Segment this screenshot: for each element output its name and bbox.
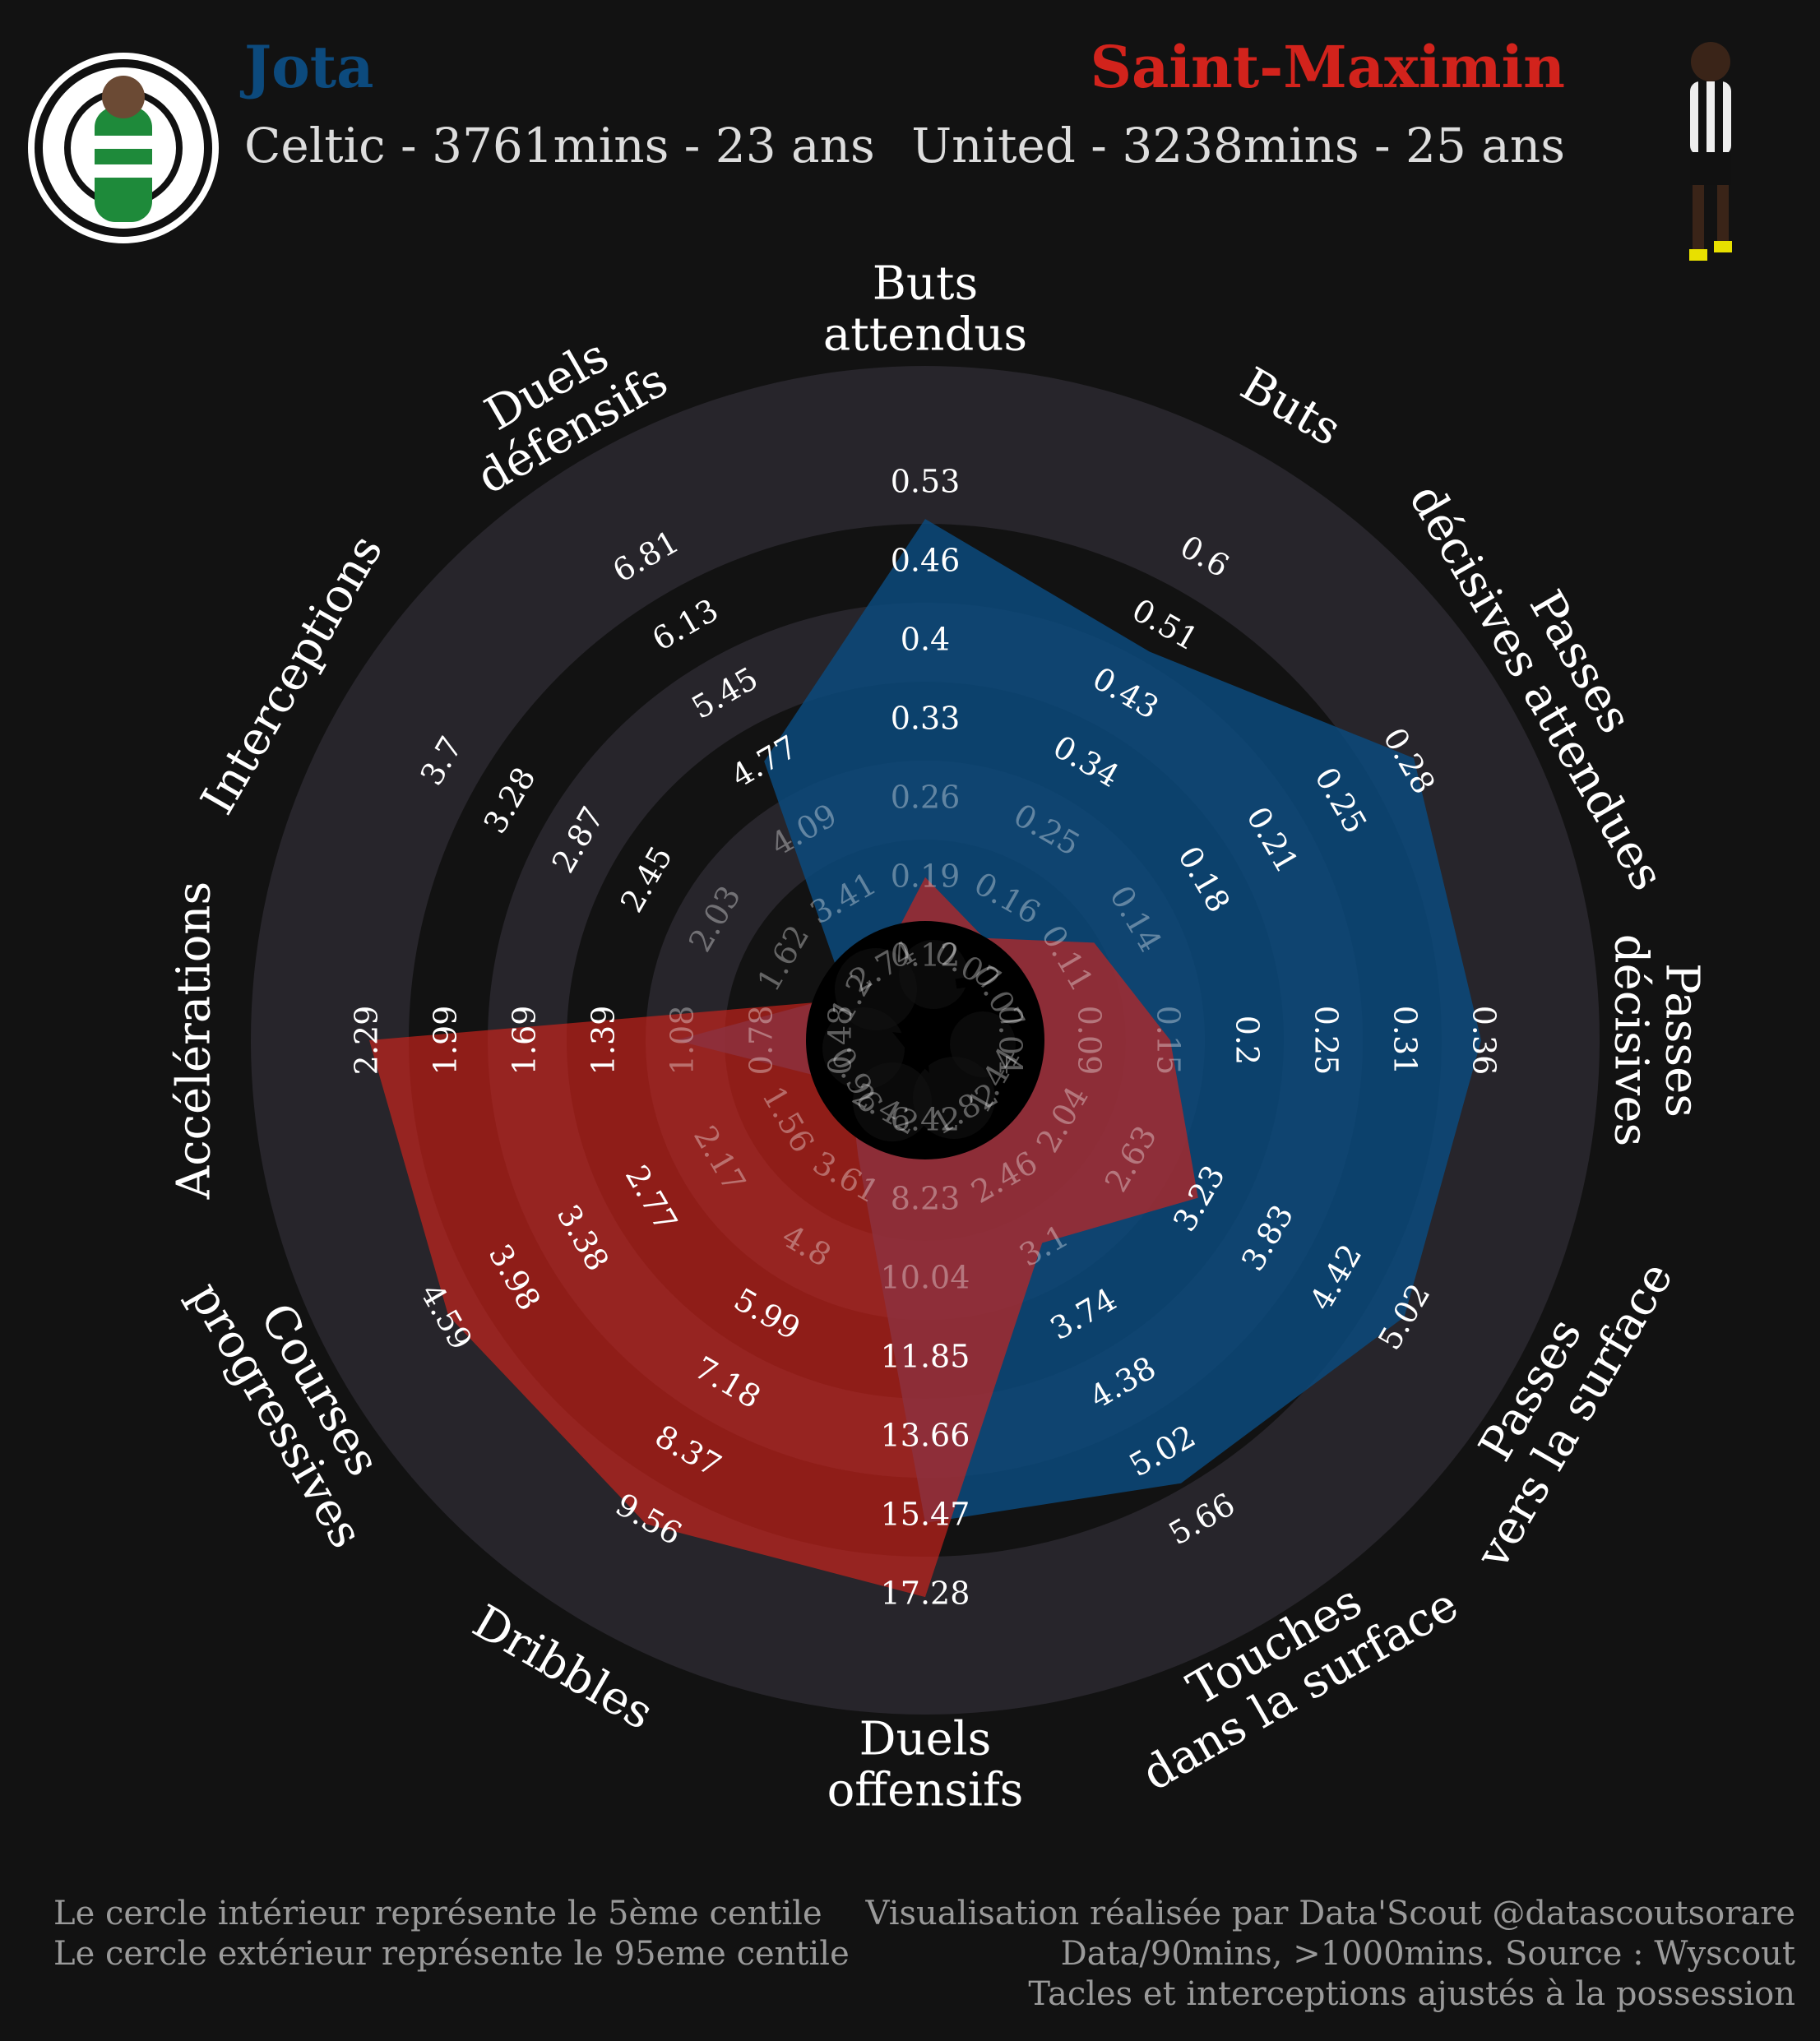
tick-label: 8.23 [891,1181,961,1217]
footer-right-line-1: Visualisation réalisée par Data'Scout @d… [865,1895,1795,1932]
datascout-logo-icon [806,921,1044,1159]
category-label-line: Passes [1656,963,1709,1118]
celtic-badge-icon [25,49,222,247]
tick-label: 0.78 [743,1006,780,1076]
footer-left-line-2: Le cercle extérieur représente le 95eme … [53,1935,850,1973]
tick-label: 0.53 [891,464,961,500]
tick-label: 0.4 [901,622,950,658]
player1-name: Jota [244,33,374,101]
tick-label: 0.19 [891,859,961,895]
tick-label: 11.85 [881,1339,970,1375]
tick-label: 1.69 [507,1006,543,1076]
tick-label: 1.99 [428,1006,464,1076]
footer-right-line-2: Data/90mins, >1000mins. Source : Wyscout [1060,1935,1795,1973]
tick-label: 0.31 [1387,1006,1424,1076]
tick-label: 1.39 [586,1006,622,1076]
tick-label: 0.33 [891,701,961,737]
tick-label: 0.09 [1072,1006,1108,1076]
category-label: Accélérations [168,882,221,1200]
tick-label: 0.04 [993,1006,1029,1076]
category-label-line: Duels [859,1713,992,1766]
tick-label: 13.66 [881,1418,970,1454]
category-label-line: Buts [873,257,978,311]
category-label: Buts [1232,358,1350,457]
player1-info: Celtic - 3761mins - 23 ans [244,118,875,174]
tick-label: 6.42 [891,1102,961,1138]
footer-right-line-3: Tacles et interceptions ajustés à la pos… [1028,1975,1795,2013]
tick-label: 0.2 [1230,1016,1266,1065]
tick-label: 15.47 [881,1497,970,1533]
footer-left-line-1: Le cercle intérieur représente le 5ème c… [53,1895,822,1932]
tick-label: 0.26 [891,780,961,816]
tick-label: 0.25 [1308,1006,1345,1076]
footer-left: Le cercle intérieur représente le 5ème c… [53,1894,850,1974]
tick-label: 0.48 [822,1006,859,1076]
tick-label: 1.08 [665,1006,701,1076]
player2-info: United - 3238mins - 25 ans [911,118,1565,174]
category-label-line: Buts [1232,358,1350,457]
tick-label: 0.12 [891,937,961,974]
category-label-line: attendus [823,308,1027,362]
tick-label: 2.29 [349,1006,385,1076]
player-photo-icon [1653,29,1768,275]
player2-name: Saint-Maximin [1090,33,1566,101]
category-label-line: offensifs [827,1764,1024,1817]
category-label-line: décisives [1605,934,1658,1146]
tick-label: 0.15 [1151,1006,1187,1076]
footer-right: Visualisation réalisée par Data'Scout @d… [866,1894,1795,2015]
tick-label: 10.04 [881,1260,970,1296]
tick-label: 0.46 [891,543,961,579]
tick-label: 0.36 [1466,1006,1503,1076]
tick-label: 17.28 [881,1576,970,1612]
category-label-line: Accélérations [168,882,221,1200]
